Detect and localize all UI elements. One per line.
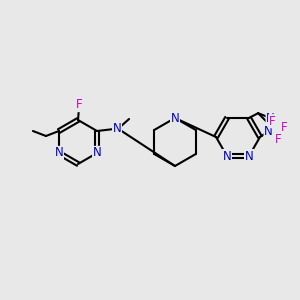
Text: N: N (244, 150, 253, 163)
Text: N: N (113, 122, 122, 136)
Text: N: N (93, 146, 101, 160)
Text: F: F (275, 133, 281, 146)
Text: F: F (269, 115, 275, 128)
Text: N: N (223, 150, 231, 163)
Text: F: F (269, 115, 275, 128)
Text: N: N (171, 112, 179, 124)
Text: F: F (76, 98, 82, 112)
Text: F: F (275, 133, 281, 146)
Text: N: N (264, 125, 273, 138)
Text: N: N (223, 150, 231, 163)
Text: F: F (281, 121, 287, 134)
Text: N: N (93, 146, 101, 160)
Text: F: F (281, 121, 287, 134)
Text: N: N (55, 146, 63, 160)
Text: N: N (266, 112, 275, 124)
Text: N: N (264, 125, 273, 138)
Text: N: N (113, 122, 122, 136)
Text: N: N (55, 146, 63, 160)
Text: N: N (171, 112, 179, 124)
Text: N: N (266, 112, 275, 124)
Text: N: N (244, 150, 253, 163)
Text: F: F (76, 98, 82, 112)
